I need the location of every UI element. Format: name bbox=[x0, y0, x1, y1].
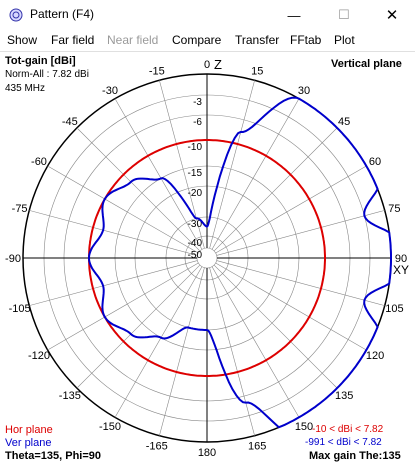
angle-label: 90 bbox=[395, 253, 407, 265]
xy-axis-label: XY bbox=[393, 263, 409, 277]
ring-label: -20 bbox=[188, 188, 203, 199]
polar-grid bbox=[22, 73, 392, 443]
angle-labels: 0 15 30 45 60 75 90 105 120 135 150 165 180 -165 -150 -… bbox=[5, 59, 407, 459]
app-icon bbox=[9, 8, 23, 22]
angle-label: 0 bbox=[204, 59, 210, 71]
grid-spoke bbox=[213, 127, 338, 252]
ring-label: -30 bbox=[188, 219, 203, 230]
title-bar: Pattern (F4) — ☐ ✕ bbox=[0, 0, 415, 30]
ring-labels: -3 -6 -10 -15 -20 -30 -40-50 bbox=[188, 97, 203, 261]
grid-spoke bbox=[114, 98, 203, 250]
angle-label: -135 bbox=[59, 390, 81, 402]
angle-label: -45 bbox=[62, 116, 78, 128]
grid-spoke bbox=[76, 264, 201, 389]
close-button[interactable]: ✕ bbox=[385, 7, 399, 24]
grid-spoke bbox=[47, 262, 199, 351]
angle-label: 30 bbox=[298, 85, 310, 97]
grid-spoke bbox=[159, 80, 205, 249]
angle-label: -165 bbox=[146, 440, 168, 452]
plane-label: Vertical plane bbox=[331, 58, 402, 70]
menu-compare[interactable]: Compare bbox=[172, 33, 222, 47]
ring-label: -40 bbox=[188, 238, 203, 249]
frequency-label: 435 MHz bbox=[5, 83, 46, 94]
ring-label: -15 bbox=[188, 168, 203, 179]
angle-label: 45 bbox=[338, 116, 350, 128]
angle-label: 60 bbox=[369, 156, 381, 168]
angle-label: -105 bbox=[9, 303, 31, 315]
angle-label: 135 bbox=[335, 390, 353, 402]
angle-label: -15 bbox=[149, 66, 165, 78]
maximize-button[interactable]: ☐ bbox=[338, 7, 350, 22]
window-title: Pattern (F4) bbox=[30, 7, 95, 21]
grid-spoke bbox=[114, 266, 203, 418]
angle-label: -150 bbox=[99, 421, 121, 433]
ver-plane-curve bbox=[87, 96, 392, 429]
grid-spoke bbox=[216, 210, 385, 256]
angle-label: 15 bbox=[251, 66, 263, 78]
grid-spoke bbox=[29, 260, 198, 306]
menu-far-field[interactable]: Far field bbox=[51, 33, 95, 47]
grid-spoke bbox=[209, 80, 255, 249]
angle-label: 75 bbox=[388, 203, 400, 215]
angle-label: -60 bbox=[31, 156, 47, 168]
grid-spoke bbox=[159, 267, 205, 436]
grid-spoke bbox=[209, 267, 255, 436]
angle-label: 120 bbox=[366, 350, 384, 362]
angle-label: -120 bbox=[28, 350, 50, 362]
grid-spoke bbox=[211, 98, 300, 250]
angle-label: 150 bbox=[295, 421, 313, 433]
menu-fftab[interactable]: FFtab bbox=[290, 33, 322, 47]
cursor-readout: Theta=135, Phi=90 bbox=[5, 450, 101, 462]
ring-label: -10 bbox=[188, 142, 203, 153]
angle-label: 105 bbox=[385, 303, 403, 315]
ring-label: -3 bbox=[193, 97, 202, 108]
ring-label: -6 bbox=[193, 117, 202, 128]
grid-spoke bbox=[215, 165, 367, 254]
legend-ver-plane: Ver plane bbox=[5, 437, 52, 449]
angle-label: -30 bbox=[102, 85, 118, 97]
legend-hor-plane: Hor plane bbox=[5, 424, 53, 436]
grid-spoke bbox=[76, 127, 201, 252]
menu-transfer[interactable]: Transfer bbox=[235, 33, 280, 47]
minimize-button[interactable]: — bbox=[287, 7, 301, 23]
polar-chart: 0 15 30 45 60 75 90 105 120 135 150 165 180 -165 -150 -… bbox=[5, 57, 409, 459]
angle-label: -75 bbox=[12, 203, 28, 215]
menu-plot[interactable]: Plot bbox=[334, 33, 355, 47]
grid-spoke bbox=[47, 165, 199, 254]
menu-near-field[interactable]: Near field bbox=[107, 33, 159, 47]
grid-spoke bbox=[216, 260, 385, 306]
pattern-plot-area[interactable]: 0 15 30 45 60 75 90 105 120 135 150 165 180 -165 -150 -… bbox=[0, 51, 415, 465]
range-ver: -991 < dBi < 7.82 bbox=[305, 437, 382, 448]
angle-label: -90 bbox=[5, 253, 21, 265]
grid-spoke bbox=[215, 262, 367, 351]
gain-label: Tot-gain [dBi] bbox=[5, 55, 76, 67]
range-hor: -10 < dBi < 7.82 bbox=[312, 424, 384, 435]
menu-bar: Show Far field Near field Compare Transf… bbox=[0, 30, 415, 51]
norm-label: Norm-All : 7.82 dBi bbox=[5, 69, 89, 80]
grid-spoke bbox=[211, 266, 300, 418]
max-gain-readout: Max gain The:135 bbox=[309, 450, 401, 462]
grid-spoke bbox=[29, 210, 198, 256]
z-axis-label: Z bbox=[214, 57, 222, 72]
angle-label: 180 bbox=[198, 447, 216, 459]
angle-label: 165 bbox=[248, 440, 266, 452]
menu-show[interactable]: Show bbox=[7, 33, 38, 47]
ring-label: -50 bbox=[188, 250, 203, 261]
grid-spoke bbox=[213, 264, 338, 389]
